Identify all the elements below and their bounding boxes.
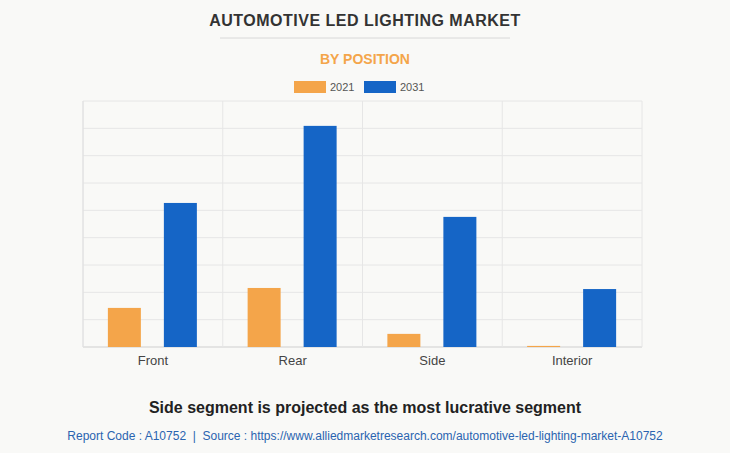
y-axis-line <box>83 101 84 347</box>
page: {"chart_data": { "type": "bar", "title":… <box>0 0 730 453</box>
x-tick-label: Front <box>138 353 169 368</box>
legend-swatch <box>364 81 396 93</box>
chart: AUTOMOTIVE LED LIGHTING MARKET BY POSITIO… <box>0 0 730 453</box>
bar <box>387 334 420 347</box>
caption: Side segment is projected as the most lu… <box>149 399 582 416</box>
legend-swatch <box>294 81 326 93</box>
subtitle: BY POSITION <box>320 51 410 67</box>
bar <box>164 203 197 347</box>
bars <box>108 126 616 347</box>
x-tick-label: Side <box>419 353 445 368</box>
grid-line-vertical <box>362 101 363 347</box>
grid-line-vertical <box>642 101 643 347</box>
bar <box>108 308 141 347</box>
grid-line-vertical <box>502 101 503 347</box>
x-tick-label: Interior <box>552 353 593 368</box>
x-tick-label: Rear <box>279 353 308 368</box>
bar <box>248 288 281 347</box>
grid-line-vertical <box>222 101 223 347</box>
bar <box>583 289 616 347</box>
legend-label: 2031 <box>400 81 424 93</box>
grid-line-vertical <box>83 101 84 347</box>
title: AUTOMOTIVE LED LIGHTING MARKET <box>209 12 521 29</box>
bar <box>527 346 560 347</box>
source: Report Code : A10752 | Source : https://… <box>67 429 663 443</box>
bar <box>443 217 476 347</box>
legend-entry: 2031 <box>364 81 424 93</box>
bar <box>304 126 337 347</box>
legend-label: 2021 <box>330 81 354 93</box>
background <box>0 0 730 453</box>
legend-entry: 2021 <box>294 81 354 93</box>
title-rule <box>220 38 510 39</box>
